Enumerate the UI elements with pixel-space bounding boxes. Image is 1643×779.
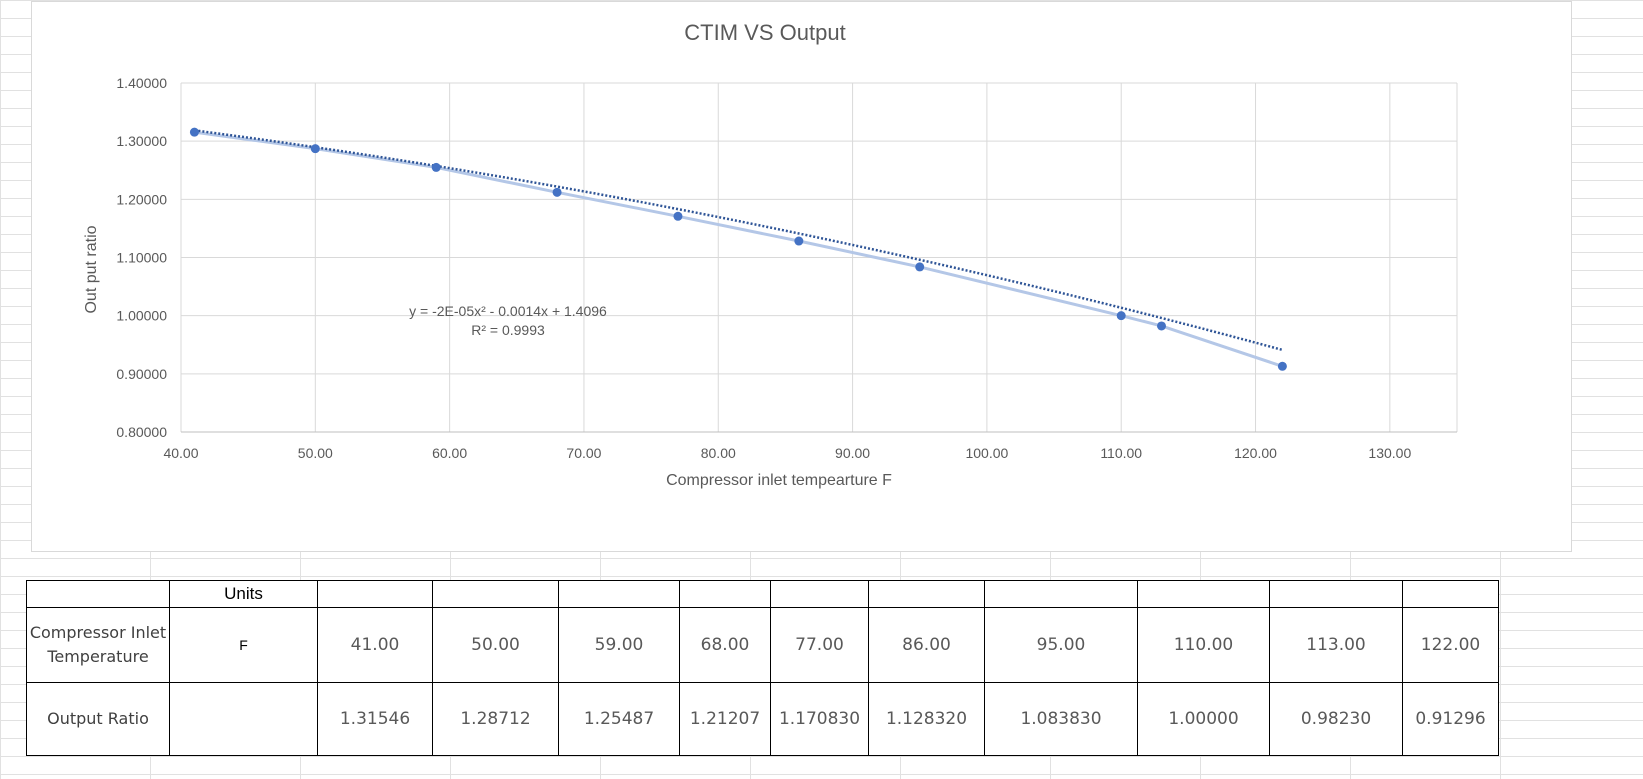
scatter-chart: CTIM VS Output 0.80000 0.90000 1.00000 1.10… (83, 20, 1458, 489)
table-cell: 113.00 (1269, 607, 1403, 683)
x-tick-label: 80.00 (701, 445, 736, 461)
table-cell: 1.00000 (1137, 682, 1270, 756)
row-label: Output Ratio (26, 682, 170, 756)
table-cell: 1.083830 (984, 682, 1138, 756)
y-axis-label: Out put ratio (83, 225, 100, 313)
chart-area[interactable]: CTIM VS Output 0.80000 0.90000 1.00000 1.10… (31, 1, 1572, 552)
table-cell (770, 580, 869, 608)
table-cell (984, 580, 1138, 608)
table-cell: 95.00 (984, 607, 1138, 683)
table-cell (868, 580, 985, 608)
x-tick-label: 40.00 (163, 445, 198, 461)
units-cell: F (169, 607, 318, 683)
y-axis-tick-labels: 0.80000 0.90000 1.00000 1.10000 1.20000 1.300… (116, 75, 167, 440)
data-point[interactable] (1277, 361, 1287, 371)
table-cell: 68.00 (679, 607, 771, 683)
table-cell: 122.00 (1402, 607, 1499, 683)
table-cell: 1.21207 (679, 682, 771, 756)
table-cell (1269, 580, 1403, 608)
x-tick-label: 130.00 (1368, 445, 1411, 461)
data-point[interactable] (915, 262, 925, 272)
data-point[interactable] (310, 144, 320, 154)
trendline-equation: y = -2E-05x² - 0.0014x + 1.4096 (409, 303, 607, 319)
data-point[interactable] (1116, 311, 1126, 321)
table-cell (317, 580, 433, 608)
table-cell (432, 580, 559, 608)
table-cell: 110.00 (1137, 607, 1270, 683)
data-table: Units Compressor Inlet Temperature F 41.… (26, 580, 1499, 756)
data-point[interactable] (431, 162, 441, 172)
row-label: Compressor Inlet Temperature (26, 607, 170, 683)
x-tick-label: 90.00 (835, 445, 870, 461)
units-cell (169, 682, 318, 756)
trendline-r-squared: R² = 0.9993 (471, 322, 545, 338)
table-cell: 1.28712 (432, 682, 559, 756)
data-point[interactable] (189, 127, 199, 137)
table-cell (1402, 580, 1499, 608)
table-cell (26, 580, 170, 608)
x-tick-label: 60.00 (432, 445, 467, 461)
data-point[interactable] (552, 187, 562, 197)
y-tick-label: 0.90000 (116, 366, 167, 382)
table-cell: 1.25487 (558, 682, 680, 756)
x-tick-label: 120.00 (1234, 445, 1277, 461)
y-tick-label: 1.40000 (116, 75, 167, 91)
table-cell (558, 580, 680, 608)
y-tick-label: 0.80000 (116, 424, 167, 440)
table-cell: 0.98230 (1269, 682, 1403, 756)
table-cell: 50.00 (432, 607, 559, 683)
table-row: Output Ratio 1.31546 1.28712 1.25487 1.2… (26, 682, 1499, 756)
table-row: Compressor Inlet Temperature F 41.00 50.… (26, 607, 1499, 683)
x-axis-tick-labels: 40.00 50.00 60.00 70.00 80.00 90.00 100.00 110.… (163, 445, 1411, 461)
table-cell (679, 580, 771, 608)
y-tick-label: 1.20000 (116, 191, 167, 207)
units-header: Units (169, 580, 318, 608)
table-cell: 1.170830 (770, 682, 869, 756)
x-tick-label: 50.00 (298, 445, 333, 461)
table-cell: 59.00 (558, 607, 680, 683)
table-cell: 86.00 (868, 607, 985, 683)
gridlines (180, 82, 1458, 433)
table-cell: 77.00 (770, 607, 869, 683)
series-line (194, 130, 1283, 368)
table-cell (1137, 580, 1270, 608)
data-point[interactable] (794, 236, 804, 246)
x-axis-label: Compressor inlet tempearture F (666, 472, 892, 489)
table-cell: 41.00 (317, 607, 433, 683)
y-tick-label: 1.00000 (116, 308, 167, 324)
x-tick-label: 110.00 (1100, 445, 1142, 461)
data-point[interactable] (673, 211, 683, 221)
data-point[interactable] (1157, 321, 1167, 331)
x-tick-label: 70.00 (566, 445, 601, 461)
x-tick-label: 100.00 (965, 445, 1008, 461)
y-tick-label: 1.10000 (116, 250, 167, 266)
y-tick-label: 1.30000 (116, 133, 167, 149)
table-cell: 1.128320 (868, 682, 985, 756)
table-header-row: Units (26, 580, 1499, 608)
chart-title: CTIM VS Output (684, 20, 845, 45)
data-points (189, 127, 1287, 371)
table-cell: 0.91296 (1402, 682, 1499, 756)
table-cell: 1.31546 (317, 682, 433, 756)
